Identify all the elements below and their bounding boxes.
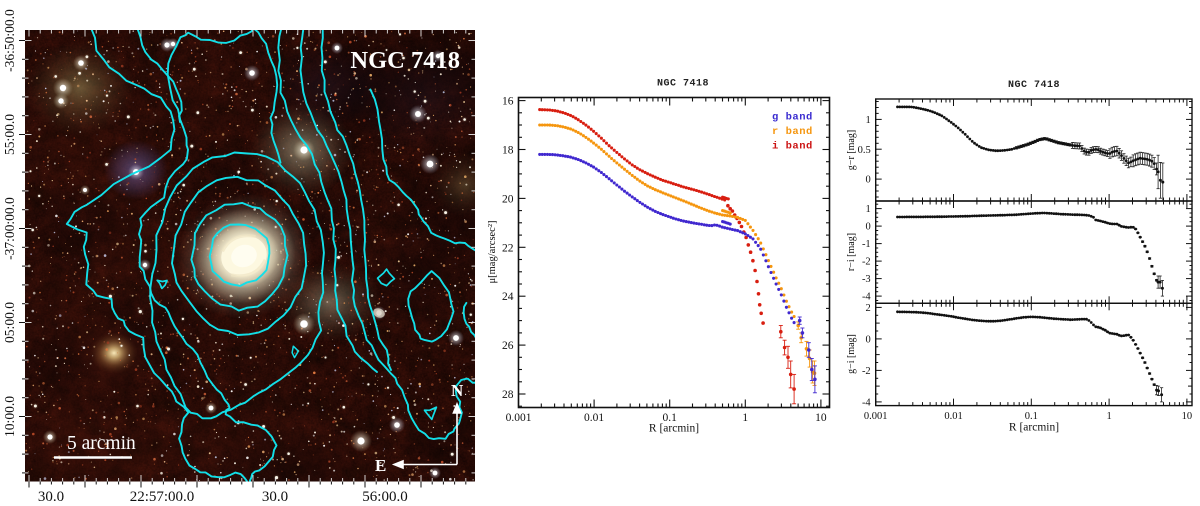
svg-text:1: 1: [865, 204, 870, 215]
svg-text:NGC 7418: NGC 7418: [657, 79, 709, 90]
svg-text:30.0: 30.0: [262, 489, 288, 505]
svg-text:NGC 7418: NGC 7418: [350, 47, 460, 74]
svg-text:i band: i band: [772, 141, 813, 153]
svg-text:26: 26: [502, 340, 514, 352]
svg-text:N: N: [451, 381, 464, 400]
svg-text:28: 28: [502, 389, 514, 401]
svg-text:0.1: 0.1: [1025, 411, 1038, 422]
svg-text:g−i [mag]: g−i [mag]: [846, 334, 857, 374]
svg-text:0: 0: [865, 175, 870, 186]
svg-text:R [arcmin]: R [arcmin]: [1009, 422, 1059, 434]
svg-text:10: 10: [1182, 411, 1193, 422]
svg-text:0: 0: [865, 334, 870, 345]
svg-text:05:00.0: 05:00.0: [2, 302, 17, 343]
svg-text:-4: -4: [862, 292, 871, 303]
svg-text:-1: -1: [862, 239, 871, 250]
svg-text:0.5: 0.5: [858, 145, 871, 156]
svg-text:g band: g band: [772, 112, 813, 124]
svg-text:0: 0: [865, 222, 870, 233]
svg-text:-2: -2: [862, 257, 871, 268]
svg-text:-3: -3: [862, 274, 871, 285]
svg-text:r−i [mag]: r−i [mag]: [846, 233, 857, 271]
svg-text:20: 20: [502, 193, 514, 205]
svg-text:0.01: 0.01: [944, 411, 962, 422]
svg-text:1: 1: [742, 412, 748, 424]
svg-text:10: 10: [815, 412, 827, 424]
svg-text:R [arcmin]: R [arcmin]: [649, 423, 699, 435]
svg-text:56:00.0: 56:00.0: [362, 489, 407, 505]
svg-text:E: E: [375, 456, 386, 475]
svg-text:24: 24: [502, 291, 514, 303]
svg-text:18: 18: [502, 145, 514, 157]
svg-text:1: 1: [865, 115, 870, 126]
svg-text:22: 22: [502, 242, 514, 254]
svg-text:-36:50:00.0: -36:50:00.0: [2, 9, 17, 72]
svg-text:0.001: 0.001: [506, 412, 532, 424]
svg-text:1: 1: [1106, 411, 1111, 422]
svg-text:-2: -2: [862, 366, 871, 377]
svg-text:-37:00:00.0: -37:00:00.0: [2, 197, 17, 260]
svg-text:0.001: 0.001: [864, 411, 888, 422]
svg-text:-4: -4: [862, 397, 871, 408]
svg-text:30.0: 30.0: [38, 489, 64, 505]
svg-text:r band: r band: [772, 126, 813, 138]
svg-text:22:57:00.0: 22:57:00.0: [130, 489, 195, 505]
svg-text:0.1: 0.1: [663, 412, 678, 424]
svg-text:10:00.0: 10:00.0: [2, 396, 17, 437]
svg-text:55:00.0: 55:00.0: [2, 114, 17, 155]
svg-text:5 arcmin: 5 arcmin: [67, 433, 136, 454]
svg-text:NGC 7418: NGC 7418: [1008, 80, 1060, 91]
svg-text:0.01: 0.01: [584, 412, 604, 424]
svg-text:g−r [mag]: g−r [mag]: [846, 130, 857, 170]
svg-text:16: 16: [502, 96, 514, 108]
svg-text:μ[mag/arcsec²]: μ[mag/arcsec²]: [487, 221, 498, 284]
svg-text:2: 2: [865, 303, 870, 314]
